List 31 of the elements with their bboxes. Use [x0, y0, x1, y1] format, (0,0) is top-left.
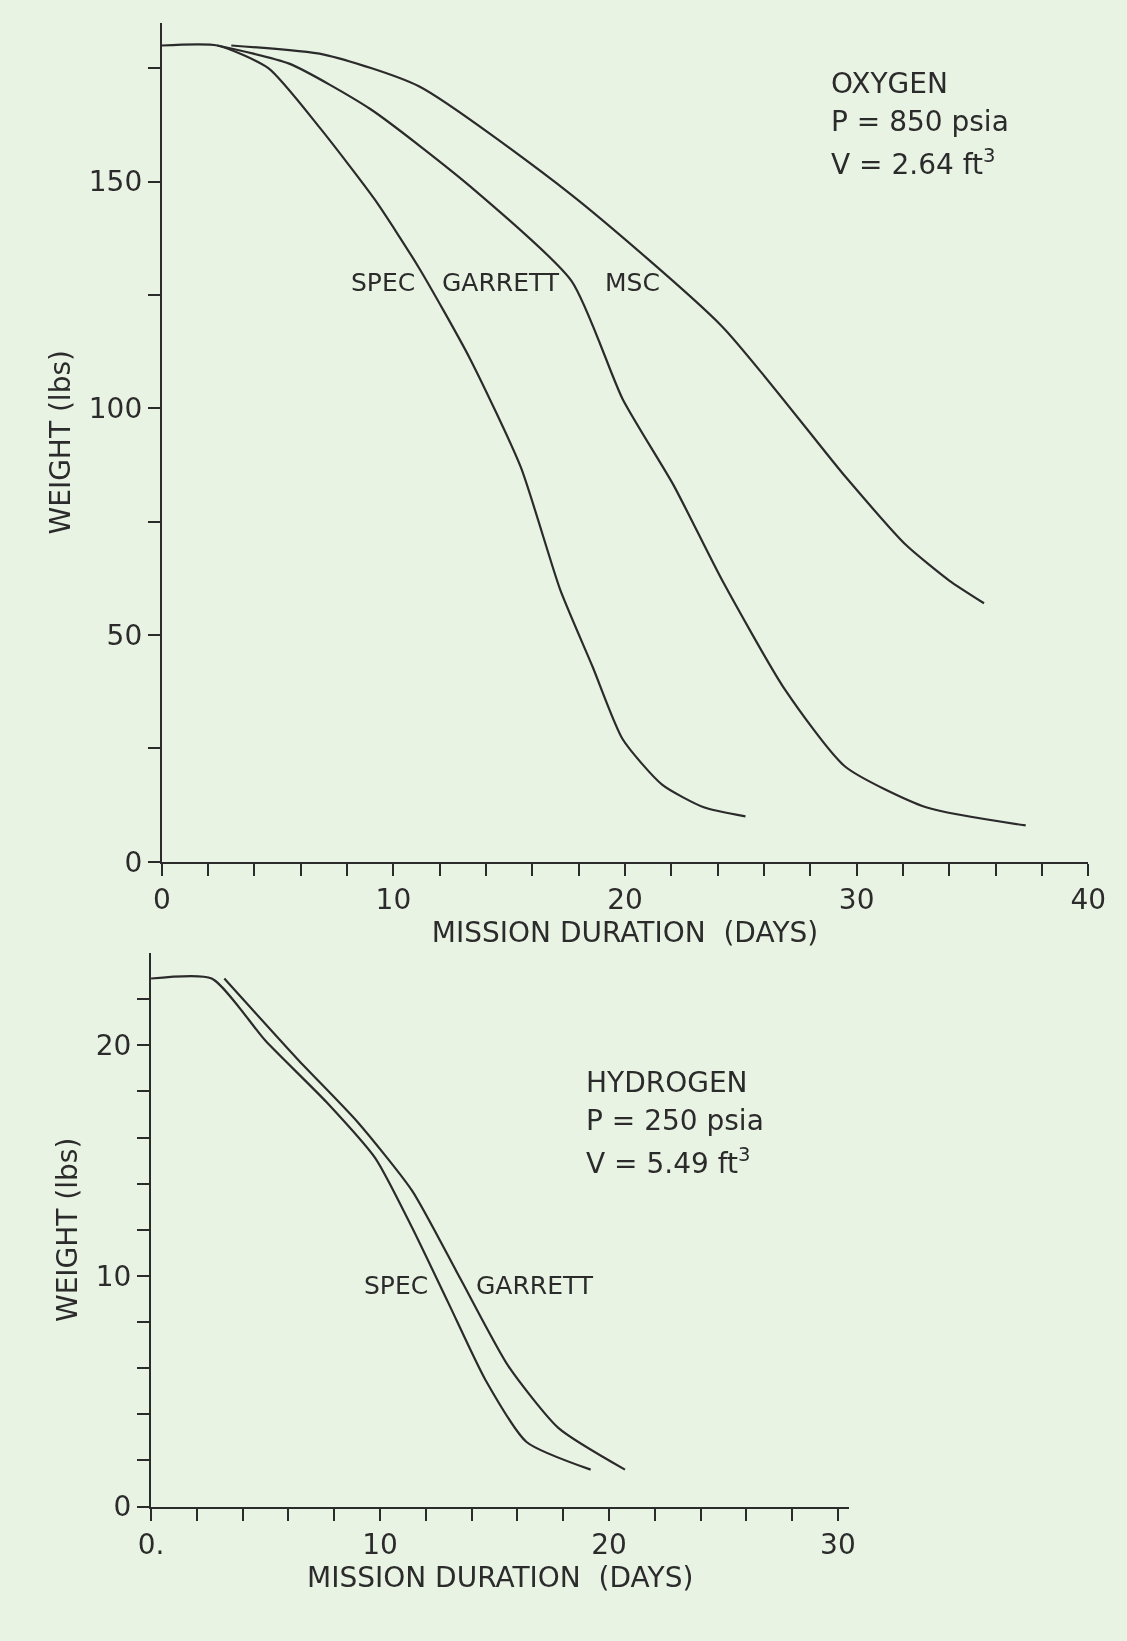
y-tick-label: 150 [88, 165, 143, 199]
y-tick-label: 20 [95, 1029, 132, 1063]
series-label: SPEC [364, 1271, 429, 1300]
series-label: GARRETT [476, 1271, 594, 1300]
y-axis-title: WEIGHT (lbs) [43, 350, 77, 535]
x-tick-label: 10 [362, 1528, 398, 1562]
annotation: OXYGEN [831, 67, 948, 100]
series-label: MSC [605, 268, 660, 297]
y-tick-label: 100 [88, 392, 143, 426]
annotation: V = 5.49 ft$^{3}$ [586, 1143, 751, 1180]
x-axis-title: MISSION DURATION (DAYS) [307, 1561, 694, 1595]
series-label: SPEC [351, 268, 416, 297]
y-tick-label: 0 [113, 1490, 132, 1524]
annotation: P = 850 psia [831, 105, 1009, 138]
annotation: V = 2.64 ft$^{3}$ [831, 144, 996, 181]
y-tick-label: 0 [124, 845, 143, 879]
x-tick-label: 30 [820, 1528, 856, 1562]
x-tick-label: 0. [137, 1528, 165, 1562]
x-tick-label: 40 [1070, 883, 1107, 917]
x-tick-label: 30 [838, 883, 875, 917]
y-tick-label: 10 [95, 1259, 132, 1293]
y-tick-label: 50 [106, 618, 143, 652]
annotation: P = 250 psia [586, 1104, 764, 1137]
x-tick-label: 10 [375, 883, 412, 917]
series-label: GARRETT [442, 268, 560, 297]
x-tick-label: 0 [152, 883, 171, 917]
annotation: HYDROGEN [586, 1066, 748, 1099]
x-axis-title: MISSION DURATION (DAYS) [431, 916, 819, 950]
x-tick-label: 20 [607, 883, 643, 917]
y-axis-title: WEIGHT (lbs) [51, 1137, 84, 1323]
x-tick-label: 20 [591, 1528, 627, 1562]
